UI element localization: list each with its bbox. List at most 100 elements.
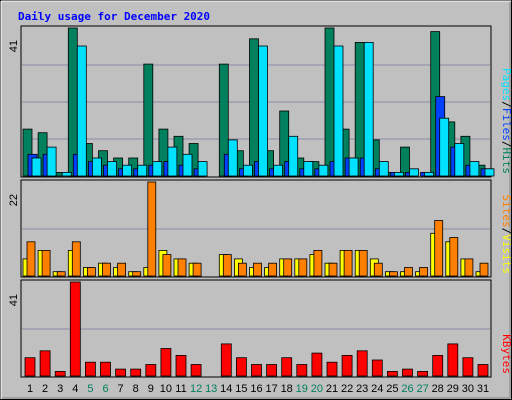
bar-pages-day-11	[182, 153, 193, 177]
bar-pages-day-21	[333, 45, 344, 177]
bar-kbytes-day-24	[371, 359, 383, 377]
bar-sites-day-24	[373, 262, 383, 277]
bar-sites-day-17	[268, 262, 278, 277]
bar-kbytes-day-19	[296, 364, 308, 377]
bar-hits-day-26	[400, 146, 410, 177]
bar-pages-day-4	[76, 45, 87, 177]
ymax-label-bottom: 41	[8, 294, 20, 306]
legend-separator: /	[500, 228, 512, 235]
bar-sites-day-23	[358, 249, 368, 277]
bar-pages-day-12	[197, 161, 208, 177]
day-label-2: 2	[42, 383, 48, 395]
day-label-7: 7	[118, 383, 124, 395]
bar-kbytes-day-14	[220, 343, 232, 377]
bar-sites-day-26	[404, 267, 413, 277]
day-label-3: 3	[57, 383, 63, 395]
bar-sites-day-15	[237, 262, 247, 277]
bar-sites-day-28	[434, 220, 444, 277]
day-label-28: 28	[432, 383, 444, 395]
bar-pages-day-29	[454, 143, 465, 177]
bar-sites-day-14	[222, 254, 232, 277]
bar-kbytes-day-28	[432, 354, 444, 377]
bar-kbytes-day-15	[235, 357, 247, 377]
bar-pages-day-6	[107, 161, 117, 177]
bar-kbytes-day-31	[477, 364, 489, 377]
day-label-18: 18	[281, 383, 293, 395]
bar-kbytes-day-4	[69, 281, 81, 377]
day-label-6: 6	[102, 383, 108, 395]
bar-hits-day-21	[324, 27, 335, 177]
bar-sites-day-21	[328, 262, 338, 277]
day-label-21: 21	[326, 383, 338, 395]
day-label-30: 30	[462, 383, 474, 395]
bar-sites-day-12	[192, 262, 202, 277]
bar-kbytes-day-11	[175, 354, 187, 377]
bar-pages-day-28	[439, 117, 450, 177]
bar-hits-day-4	[67, 27, 78, 177]
legend-item-visits: Visits	[500, 234, 512, 274]
legend-bottom: KBytes	[500, 334, 512, 374]
bar-pages-day-15	[242, 164, 253, 177]
bar-kbytes-day-25	[386, 370, 398, 377]
bar-kbytes-day-29	[447, 343, 459, 377]
bar-sites-day-1	[26, 241, 36, 277]
bar-kbytes-day-18	[281, 357, 293, 377]
day-label-14: 14	[220, 383, 232, 395]
day-label-1: 1	[27, 383, 33, 395]
bar-kbytes-day-21	[326, 361, 338, 377]
bar-sites-day-20	[313, 249, 323, 277]
ymax-label-top: 41	[8, 40, 20, 52]
bar-pages-day-9	[152, 161, 163, 177]
bar-kbytes-day-30	[462, 357, 474, 377]
bar-hits-day-16	[249, 38, 259, 177]
bar-kbytes-day-12	[190, 364, 202, 377]
bar-hits-day-9	[143, 63, 154, 177]
day-label-16: 16	[250, 383, 262, 395]
day-label-23: 23	[356, 383, 368, 395]
day-label-11: 11	[175, 383, 186, 395]
day-label-5: 5	[87, 383, 93, 395]
bar-sites-day-27	[419, 267, 429, 277]
bar-pages-day-2	[46, 146, 57, 177]
bar-pages-day-31	[484, 168, 495, 177]
bar-pages-day-20	[318, 164, 329, 177]
bar-pages-day-25	[393, 171, 404, 177]
bar-sites-day-11	[177, 258, 187, 277]
day-label-31: 31	[477, 383, 489, 395]
day-label-20: 20	[311, 383, 323, 395]
bar-sites-day-3	[56, 271, 66, 277]
bar-pages-day-23	[363, 42, 374, 177]
bar-kbytes-day-5	[85, 361, 96, 377]
bar-pages-day-18	[288, 135, 299, 177]
legend-item-hits: Hits	[500, 148, 512, 175]
bar-pages-day-16	[258, 45, 268, 177]
bar-pages-day-19	[303, 161, 314, 177]
bar-sites-day-29	[449, 237, 459, 277]
legend-separator: /	[500, 101, 512, 108]
day-label-22: 22	[341, 383, 353, 395]
bar-kbytes-day-17	[266, 364, 278, 377]
bar-sites-day-16	[253, 262, 262, 277]
bar-sites-day-4	[71, 241, 81, 277]
bar-kbytes-day-6	[100, 361, 111, 377]
bar-pages-day-26	[409, 168, 419, 177]
bar-sites-day-31	[479, 262, 489, 277]
bar-sites-day-22	[343, 249, 353, 277]
bar-kbytes-day-10	[160, 348, 172, 377]
legend-item-sites: Sites	[500, 195, 512, 228]
chart-title: Daily usage for December 2020	[18, 10, 210, 23]
bar-pages-day-7	[122, 164, 132, 177]
legend-top: Pages/Files/Hits	[500, 68, 512, 174]
bar-pages-day-30	[469, 161, 480, 177]
bar-sites-day-19	[298, 258, 308, 277]
bar-pages-day-5	[92, 157, 102, 177]
ymax-label-middle: 22	[8, 194, 20, 206]
bar-kbytes-day-26	[402, 368, 413, 377]
bar-hits-day-1	[22, 128, 33, 177]
day-label-12: 12	[190, 383, 202, 395]
bar-kbytes-day-20	[311, 352, 323, 377]
bar-kbytes-day-27	[417, 370, 429, 377]
bar-kbytes-day-8	[130, 368, 142, 377]
day-label-15: 15	[235, 383, 247, 395]
